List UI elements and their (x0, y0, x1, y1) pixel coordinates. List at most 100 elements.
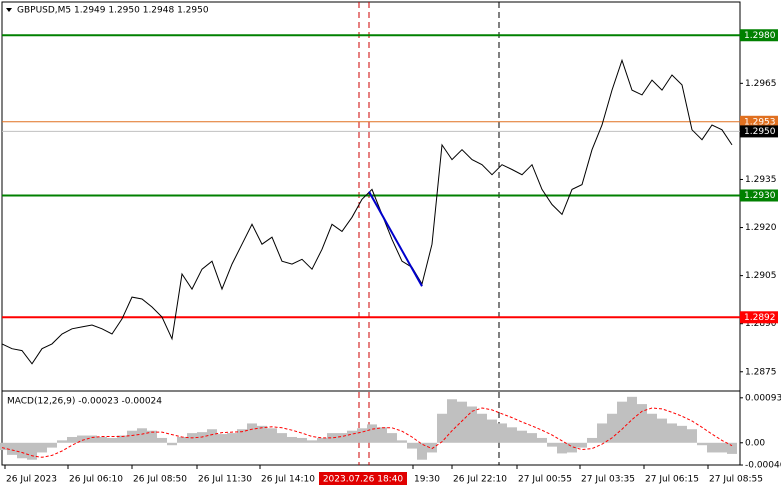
histogram-bar (97, 436, 107, 443)
histogram-bar (337, 433, 347, 443)
histogram-bar (77, 435, 87, 443)
histogram-bar (487, 419, 497, 443)
histogram-bar (297, 437, 307, 443)
y-tick-label: 1.2905 (745, 271, 777, 281)
histogram-bar (687, 429, 697, 443)
histogram-bar (357, 428, 367, 443)
histogram-bar (397, 440, 407, 443)
histogram-bar (177, 436, 187, 443)
histogram-bar (437, 413, 447, 443)
histogram-bar (317, 437, 327, 443)
histogram-bar (227, 433, 237, 443)
histogram-bar (107, 437, 117, 443)
level-label: 1.2953 (744, 117, 776, 127)
histogram-bar (157, 437, 167, 443)
histogram-bar (527, 433, 537, 443)
histogram-bar (7, 442, 17, 455)
histogram-bar (27, 442, 37, 460)
histogram-bar (627, 396, 637, 443)
x-tick-label: 26 Jul 11:30 (198, 475, 252, 485)
histogram-bar (557, 442, 567, 454)
histogram-bar (57, 440, 67, 443)
histogram-bar (0, 442, 7, 451)
histogram-bar (267, 428, 277, 443)
histogram-bar (657, 418, 667, 443)
menu-icon (6, 8, 12, 12)
histogram-bar (17, 442, 27, 459)
y-tick-label: 1.2920 (745, 223, 777, 233)
level-label: 1.2980 (744, 31, 776, 41)
histogram-bar (617, 401, 627, 443)
histogram-bar (167, 442, 177, 446)
histogram-bar (447, 399, 457, 443)
histogram-bar (217, 434, 227, 443)
x-tick-label: 26 Jul 2023 (6, 475, 57, 485)
histogram-bar (647, 413, 657, 443)
histogram-bar (117, 435, 127, 443)
y-tick-label: 1.2965 (745, 79, 777, 89)
histogram-bar (547, 442, 557, 447)
histogram-bar (367, 424, 377, 443)
histogram-bar (567, 442, 577, 453)
histogram-bar (587, 437, 597, 443)
x-tick-label: 27 Jul 06:15 (645, 475, 699, 485)
y-tick-label: 0.00 (745, 438, 765, 448)
level-label-box (740, 125, 778, 138)
histogram-bar (47, 442, 57, 448)
histogram-bar (247, 423, 257, 443)
histogram-bar (607, 413, 617, 443)
cursor-label-box (319, 472, 407, 485)
x-tick-label: 27 Jul 08:55 (709, 475, 763, 485)
plot-frame (1, 1, 741, 466)
histogram-bar (347, 430, 357, 443)
histogram-bar (127, 430, 137, 443)
level-label-box (740, 29, 778, 42)
histogram-bar (327, 433, 337, 443)
histogram-bar (287, 436, 297, 443)
cursor-label: 2023.07.26 18:40 (323, 475, 404, 485)
histogram-bar (147, 430, 157, 443)
histogram-bar (717, 442, 727, 453)
histogram-bar (577, 442, 587, 448)
histogram-bar (517, 430, 527, 443)
histogram-bar (307, 440, 317, 443)
histogram-bar (417, 442, 427, 460)
histogram-bar (597, 423, 607, 443)
x-tick-label: 27 Jul 03:35 (581, 475, 635, 485)
histogram-bar (277, 433, 287, 443)
level-label: 1.2892 (744, 313, 776, 323)
histogram-bar (407, 442, 417, 449)
histogram-bar (137, 428, 147, 443)
y-tick-label: -0.00046 (745, 461, 781, 471)
histogram-bar (387, 433, 397, 443)
histogram-bar (457, 401, 467, 443)
level-label-box (740, 115, 778, 128)
histogram-bar (637, 404, 647, 443)
y-tick-label: 1.2890 (745, 319, 777, 329)
macd-title: MACD(12,26,9) -0.00023 -0.00024 (7, 397, 162, 407)
histogram-bar (37, 442, 47, 453)
x-tick-label: 26 Jul 14:10 (261, 475, 315, 485)
level-label: 1.2950 (744, 127, 776, 137)
histogram-bar (537, 437, 547, 443)
x-tick-label: 27 Jul 00:55 (518, 475, 572, 485)
histogram-bar (707, 442, 717, 453)
price-line (1, 58, 733, 365)
y-tick-label: 1.2875 (745, 367, 777, 377)
histogram-bar (497, 423, 507, 443)
x-tick-label: 26 Jul 08:50 (133, 475, 187, 485)
histogram-bar (477, 413, 487, 443)
histogram-bar (237, 429, 247, 443)
histogram-bar (677, 425, 687, 443)
histogram-bar (697, 442, 707, 446)
histogram-bar (377, 427, 387, 443)
histogram-bar (507, 427, 517, 443)
histogram-bar (427, 442, 437, 453)
histogram-bar (87, 435, 97, 443)
x-tick-label: 19:30 (414, 475, 440, 485)
level-label: 1.2930 (744, 191, 776, 201)
chart-title: GBPUSD,M5 1.2949 1.2950 1.2948 1.2950 (17, 6, 209, 16)
x-tick-label: 26 Jul 06:10 (69, 475, 123, 485)
histogram-bar (467, 406, 477, 443)
